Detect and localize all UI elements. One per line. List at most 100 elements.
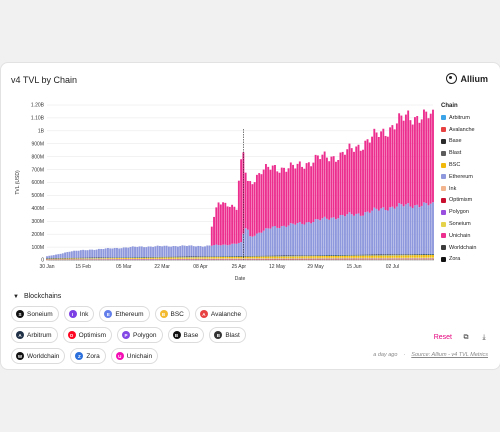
zora-icon: Z: [75, 352, 84, 360]
chip-soneium[interactable]: S Soneium: [11, 306, 59, 322]
legend-item-zora[interactable]: Zora: [441, 254, 476, 266]
legend-item-arbitrum[interactable]: Arbitrum: [441, 112, 476, 124]
legend-item-optimism[interactable]: Optimism: [441, 195, 476, 207]
stacked-bar-chart: 0 100M 200M 300M 400M 500M 600M 700M 800M 900M 1B 1…: [15, 103, 434, 282]
bar-segment-ethereum: [260, 232, 263, 256]
bar-segment-unichain: [307, 162, 310, 223]
source-link[interactable]: Source: Allium - v4 TVL Metrics: [411, 352, 488, 358]
chip-row: A Arbitrum O Optimism P Polygon B Base B Blast: [11, 327, 311, 343]
bar-segment-bsc: [258, 256, 261, 259]
bar-segment-bsc: [330, 255, 333, 258]
bar-segment-soneium: [305, 257, 308, 259]
bar-segment-soneium: [328, 257, 331, 259]
bar-segment-ethereum: [316, 219, 319, 256]
legend-swatch: [441, 209, 446, 215]
chip-polygon[interactable]: P Polygon: [117, 327, 163, 343]
bar-segment-unichain: [411, 124, 414, 209]
legend-item-base[interactable]: Base: [441, 136, 476, 148]
legend-swatch: [441, 221, 446, 227]
legend-item-ethereum[interactable]: Ethereum: [441, 171, 476, 183]
bar-segment-soneium: [278, 258, 281, 259]
chip-label: Arbitrum: [27, 331, 52, 339]
bar-segment-bsc: [120, 257, 123, 259]
bar-segment-unichain: [301, 166, 304, 224]
ink-icon: I: [68, 310, 77, 318]
bar-segment-bsc: [404, 255, 407, 258]
bar-segment-soneium: [395, 257, 398, 259]
chip-ink[interactable]: I Ink: [63, 306, 95, 322]
bar-segment-ethereum: [244, 228, 247, 256]
bar-segment-base: [265, 255, 267, 257]
chip-zora[interactable]: Z Zora: [70, 348, 106, 364]
download-icon[interactable]: ⤓: [482, 333, 486, 341]
bar-segment-soneium: [362, 257, 364, 259]
bar-segment-bsc: [91, 258, 94, 259]
chip-row: S Soneium I Ink E Ethereum B BSC A Avalanche: [11, 306, 311, 322]
bar-segment-ethereum: [64, 252, 66, 258]
bar-segment-soneium: [267, 258, 270, 259]
bar-segment-soneium: [319, 257, 322, 259]
legend-label: Arbitrum: [449, 114, 470, 121]
chip-label: Blast: [225, 331, 240, 339]
bar-segment-ethereum: [208, 245, 211, 257]
bar-segment-soneium: [366, 257, 369, 259]
legend-item-ink[interactable]: Ink: [441, 183, 476, 195]
bar-segment-soneium: [371, 257, 373, 259]
bar-segment-soneium: [330, 257, 333, 259]
chip-optimism[interactable]: O Optimism: [62, 327, 113, 343]
copy-icon[interactable]: ⧉: [463, 333, 469, 341]
bar-segment-unichain: [314, 154, 317, 220]
chip-arbitrum[interactable]: A Arbitrum: [11, 327, 58, 343]
bar-segment-unichain: [278, 172, 281, 229]
chip-blast[interactable]: B Blast: [209, 327, 246, 343]
x-tick-label: 05 Mar: [116, 264, 132, 270]
polygon-icon: P: [122, 331, 131, 339]
bar-segment-bsc: [134, 257, 136, 259]
legend-item-blast[interactable]: Blast: [441, 147, 476, 159]
chip-ethereum[interactable]: E Ethereum: [99, 306, 150, 322]
reset-button[interactable]: Reset: [433, 334, 452, 341]
chip-avalanche[interactable]: A Avalanche: [194, 306, 248, 322]
bar-segment-bsc: [70, 258, 73, 259]
bar-segment-soneium: [344, 257, 346, 259]
bar-segment-soneium: [355, 257, 358, 259]
legend-item-polygon[interactable]: Polygon: [441, 206, 476, 218]
bar-segment-bsc: [222, 256, 225, 259]
bar-segment-bsc: [319, 256, 322, 258]
bar-segment-unichain: [420, 119, 423, 206]
bar-segment-base: [398, 254, 401, 255]
bar-segment-ethereum: [307, 222, 310, 256]
chip-base[interactable]: B Base: [167, 327, 205, 343]
legend-label: Ink: [449, 185, 457, 192]
chip-unichain[interactable]: U Unichain: [110, 348, 159, 364]
bar-segment-ethereum: [265, 228, 267, 256]
chip-label: Ink: [79, 310, 89, 318]
legend-item-avalanche[interactable]: Avalanche: [441, 124, 476, 136]
bar-segment-unichain: [400, 115, 403, 205]
bar-segment-base: [330, 255, 333, 256]
bar-segment-bsc: [181, 257, 184, 259]
legend-item-bsc[interactable]: BSC: [441, 159, 476, 171]
bar-segment-base: [224, 256, 227, 257]
legend-item-worldchain[interactable]: Worldchain: [441, 242, 476, 254]
bar-segment-base: [325, 255, 328, 256]
bar-segment-base: [337, 254, 340, 256]
unichain-icon: U: [115, 352, 124, 360]
bar-segment-bsc: [109, 258, 112, 259]
bar-segment-base: [323, 255, 326, 256]
bar-segment-soneium: [411, 257, 414, 259]
legend-item-soneium[interactable]: Soneium: [441, 218, 476, 230]
chip-worldchain[interactable]: W Worldchain: [11, 348, 66, 364]
bar-segment-ethereum: [355, 213, 358, 255]
chip-bsc[interactable]: B BSC: [154, 306, 190, 322]
bar-segment-bsc: [382, 255, 385, 258]
legend-item-unichain[interactable]: Unichain: [441, 230, 476, 242]
bar-segment-ethereum: [147, 246, 150, 257]
bar-segment-ethereum: [432, 202, 434, 254]
bar-segment-ethereum: [330, 217, 333, 255]
bar-segment-ethereum: [100, 248, 103, 258]
bar-segment-base: [341, 254, 344, 256]
bar-segment-soneium: [432, 257, 434, 259]
bar-segment-ethereum: [228, 244, 231, 257]
blockchains-section-toggle[interactable]: ▼ Blockchains: [13, 293, 61, 300]
